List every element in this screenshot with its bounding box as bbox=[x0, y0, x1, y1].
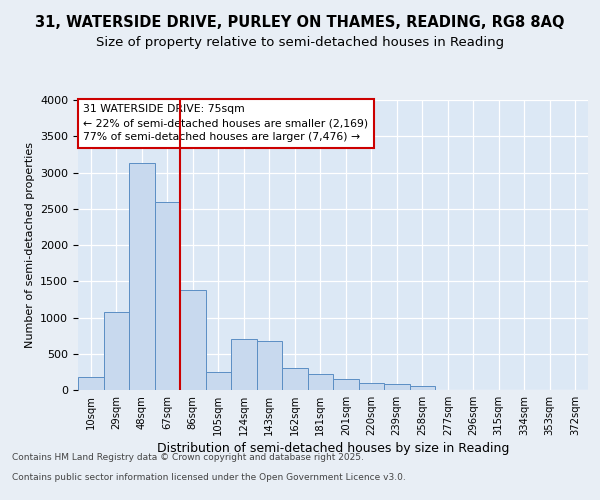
Text: Contains public sector information licensed under the Open Government Licence v3: Contains public sector information licen… bbox=[12, 472, 406, 482]
Bar bbox=[308, 374, 333, 390]
Bar bbox=[333, 379, 359, 390]
Y-axis label: Number of semi-detached properties: Number of semi-detached properties bbox=[25, 142, 35, 348]
Bar bbox=[409, 386, 435, 390]
Bar bbox=[129, 164, 155, 390]
Bar bbox=[155, 202, 180, 390]
Bar bbox=[282, 368, 308, 390]
Text: 31, WATERSIDE DRIVE, PURLEY ON THAMES, READING, RG8 8AQ: 31, WATERSIDE DRIVE, PURLEY ON THAMES, R… bbox=[35, 15, 565, 30]
Bar bbox=[104, 312, 129, 390]
Bar bbox=[205, 372, 231, 390]
Bar bbox=[231, 339, 257, 390]
Text: Size of property relative to semi-detached houses in Reading: Size of property relative to semi-detach… bbox=[96, 36, 504, 49]
Text: 31 WATERSIDE DRIVE: 75sqm
← 22% of semi-detached houses are smaller (2,169)
77% : 31 WATERSIDE DRIVE: 75sqm ← 22% of semi-… bbox=[83, 104, 368, 142]
Bar bbox=[359, 383, 384, 390]
Bar bbox=[180, 290, 205, 390]
Bar bbox=[384, 384, 409, 390]
X-axis label: Distribution of semi-detached houses by size in Reading: Distribution of semi-detached houses by … bbox=[157, 442, 509, 455]
Bar bbox=[78, 376, 104, 390]
Bar bbox=[257, 340, 282, 390]
Text: Contains HM Land Registry data © Crown copyright and database right 2025.: Contains HM Land Registry data © Crown c… bbox=[12, 452, 364, 462]
